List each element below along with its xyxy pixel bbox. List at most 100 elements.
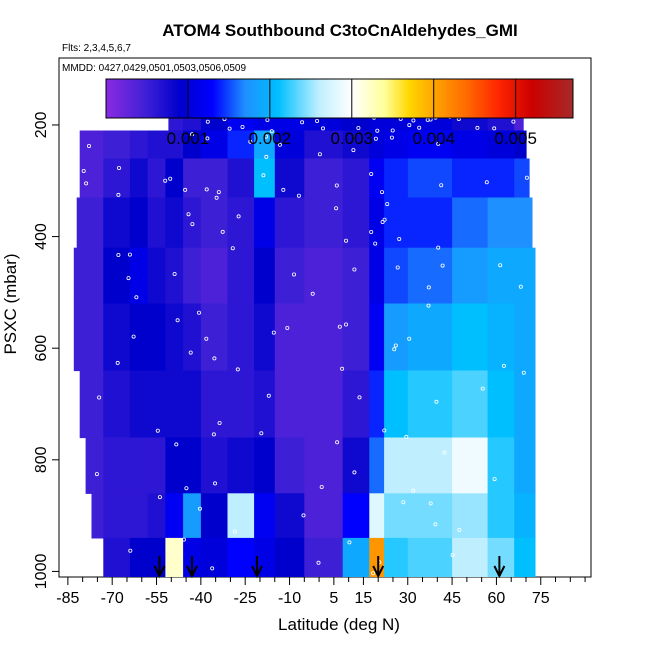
sample-point [186, 212, 191, 217]
sample-point [356, 126, 361, 131]
sample-point [296, 193, 301, 198]
sample-point [498, 263, 503, 268]
flight-arrow [186, 556, 198, 579]
colorbar-tick-label: 0.002 [249, 129, 292, 148]
heatmap-cell [274, 303, 305, 372]
heatmap-cell [165, 537, 184, 577]
sample-point [480, 386, 485, 391]
sample-point [116, 192, 121, 197]
heatmap-cell [227, 303, 255, 372]
sample-point [317, 152, 322, 157]
heatmap-cell [369, 437, 385, 494]
heatmap-cell [304, 493, 344, 539]
sample-point [216, 190, 221, 195]
sample-point [375, 128, 380, 133]
heatmap-cell [129, 370, 149, 439]
sample-point [269, 129, 274, 134]
sample-point [163, 178, 168, 183]
sample-point [450, 553, 455, 558]
sample-point [407, 336, 412, 341]
heatmap-cell [304, 197, 344, 249]
heatmap-cell [274, 247, 305, 305]
heatmap-cell [274, 370, 305, 439]
sample-point [168, 176, 173, 181]
heatmap-cell [452, 197, 489, 249]
sample-point [335, 440, 340, 445]
sample-point [190, 132, 195, 137]
heatmap-cell [227, 537, 255, 577]
sample-point [97, 395, 102, 400]
flight-arrow [251, 556, 263, 579]
sample-point [395, 265, 400, 270]
sample-point [518, 284, 523, 289]
sample-point [411, 488, 416, 493]
heatmap-cell [384, 493, 409, 539]
heatmap-cell [369, 158, 385, 199]
heatmap-cell [514, 113, 524, 132]
heatmap-cell [342, 197, 370, 249]
sample-point [428, 501, 433, 506]
heatmap-cell [103, 303, 131, 372]
sample-point [205, 119, 210, 124]
heatmap-cell [369, 197, 385, 249]
heatmap-cell [76, 197, 104, 249]
heatmap-cell [274, 158, 305, 199]
sample-point [457, 528, 462, 533]
chart-title: ATOM4 Southbound C3toCnAldehydes_GMI [162, 21, 517, 40]
x-tick-label: -85 [56, 590, 79, 607]
y-axis-label: PSXC (mbar) [1, 253, 20, 354]
heatmap-cell [452, 130, 489, 159]
sample-point [264, 154, 269, 159]
y-tick-label: 600 [33, 335, 50, 362]
sample-point [175, 318, 180, 323]
sample-point [436, 141, 441, 146]
flights-label: Flts: 2,3,4,5,6,7 [62, 43, 131, 54]
sample-point [232, 529, 237, 534]
heatmap-cell [85, 437, 104, 494]
sample-point [217, 420, 222, 425]
sample-point [404, 434, 409, 439]
heatmap-cell [200, 130, 229, 159]
heatmap-cell [227, 130, 255, 159]
heatmap-cell [452, 437, 489, 494]
heatmap-cell [103, 493, 131, 539]
sample-point [266, 393, 271, 398]
sample-point [407, 123, 412, 128]
heatmap-cell [227, 437, 255, 494]
sample-point [184, 486, 189, 491]
heatmap-cell [227, 197, 255, 249]
sample-point [204, 336, 209, 341]
heatmap-cell [165, 158, 184, 199]
heatmap-cell [342, 303, 370, 372]
colorbar-tick-label: 0.004 [412, 129, 455, 148]
sample-point [492, 126, 497, 131]
heatmap-cell [129, 197, 149, 249]
colorbar-tick-label: 0.003 [331, 129, 374, 148]
heatmap-cell [487, 197, 515, 249]
heatmap-cell [73, 247, 104, 305]
sample-point [190, 222, 195, 227]
sample-point [347, 540, 352, 545]
sample-point [81, 168, 86, 173]
heatmap-cell [103, 370, 131, 439]
heatmap-cell [129, 158, 149, 199]
heatmap-cell [514, 247, 536, 305]
heatmap-cell [183, 130, 202, 159]
heatmap-cell [165, 130, 184, 159]
x-tick-label: 15 [355, 590, 373, 607]
heatmap-cell [165, 437, 184, 494]
x-axis: -85 -70 -55 -40 -25 -10 5 15 30 45 60 75 [56, 577, 586, 607]
sample-point [131, 334, 136, 339]
heatmap-cell [514, 303, 536, 372]
sample-point [197, 506, 202, 511]
sample-point [155, 428, 160, 433]
x-tick-label: -25 [234, 590, 257, 607]
heatmap-cell [147, 493, 166, 539]
sample-point [436, 245, 441, 250]
heatmap-cell [103, 158, 131, 199]
x-tick-label: 45 [443, 590, 461, 607]
heatmap-cell [452, 537, 489, 577]
sample-point [373, 136, 378, 141]
heatmap-cell [342, 537, 370, 577]
heatmap-cell [254, 158, 276, 199]
